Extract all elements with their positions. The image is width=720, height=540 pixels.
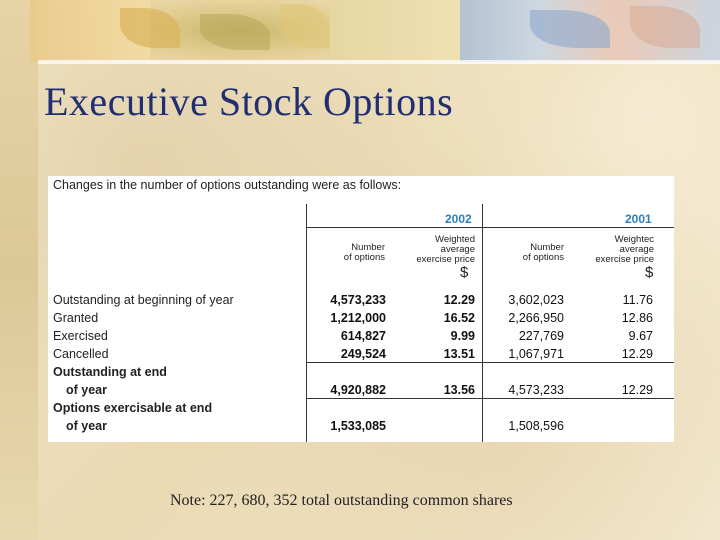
cell-number-2001: 2,266,950: [508, 311, 564, 325]
cell-price-2001: 11.76: [622, 293, 653, 307]
header-weighted-2002: Weighted average exercise price: [416, 234, 475, 265]
cell-price-2001: 12.29: [621, 383, 653, 397]
title-rule: [38, 60, 720, 64]
cell-price-2001: 12.86: [621, 311, 653, 325]
table-caption: Changes in the number of options outstan…: [53, 178, 402, 192]
row-label-cont: of year: [66, 383, 107, 397]
row-divider: [306, 398, 674, 399]
header-weighted-2001: Weightec average exercise price: [595, 234, 654, 265]
cell-number-2002: 249,524: [340, 347, 386, 361]
header-number-2001: Number of options: [522, 242, 564, 263]
column-divider: [306, 204, 307, 442]
row-label: Cancelled: [53, 347, 109, 361]
cell-number-2001: 227,769: [518, 329, 564, 343]
currency-2001: $: [645, 264, 654, 281]
row-label: Options exercisable at end: [53, 401, 213, 415]
cell-price-2002: 9.99: [450, 329, 475, 343]
row-label: Exercised: [53, 329, 108, 343]
cell-number-2001: 3,602,023: [508, 293, 564, 307]
cell-number-2002: 4,573,233: [330, 293, 386, 307]
currency-2002: $: [460, 264, 469, 281]
cell-price-2002: 12.29: [443, 293, 475, 307]
cell-number-2002: 4,920,882: [330, 383, 386, 397]
row-divider: [306, 362, 674, 363]
cell-number-2001: 4,573,233: [508, 383, 564, 397]
cell-price-2002: 16.52: [443, 311, 475, 325]
cell-number-2002: 1,212,000: [330, 311, 386, 325]
cell-number-2001: 1,067,971: [508, 347, 564, 361]
decorative-banner: [30, 0, 720, 62]
slide-title: Executive Stock Options: [44, 79, 454, 124]
row-label: Outstanding at beginning of year: [53, 293, 234, 307]
row-label-cont: of year: [66, 419, 107, 433]
cell-price-2001: 12.29: [621, 347, 653, 361]
header-number-2002: Number of options: [343, 242, 385, 263]
year-underline: [306, 227, 482, 228]
column-divider: [482, 204, 483, 442]
footnote: Note: 227, 680, 352 total outstanding co…: [170, 492, 513, 509]
cell-number-2002: 1,533,085: [330, 419, 386, 433]
row-label: Outstanding at end: [53, 365, 167, 379]
year-header-2001: 2001: [625, 212, 652, 226]
cell-price-2002: 13.51: [443, 347, 475, 361]
options-table: Changes in the number of options outstan…: [48, 176, 674, 442]
cell-number-2001: 1,508,596: [508, 419, 564, 433]
year-underline: [482, 227, 674, 228]
year-header-2002: 2002: [445, 212, 472, 226]
cell-price-2001: 9.67: [628, 329, 653, 343]
cell-price-2002: 13.56: [443, 383, 475, 397]
left-texture-strip: [0, 0, 38, 540]
cell-number-2002: 614,827: [340, 329, 386, 343]
row-label: Granted: [53, 311, 99, 325]
